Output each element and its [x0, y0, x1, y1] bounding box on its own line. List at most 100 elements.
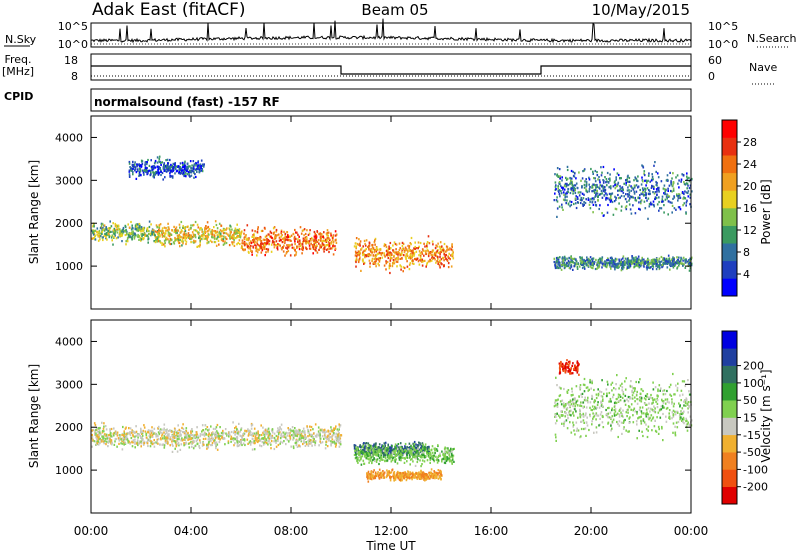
- radar-return: [239, 234, 242, 237]
- radar-return: [250, 244, 252, 248]
- radar-return: [310, 433, 312, 436]
- radar-return: [620, 205, 623, 208]
- radar-return: [378, 443, 381, 446]
- radar-return: [179, 433, 182, 436]
- radar-return: [357, 260, 360, 264]
- radar-return: [221, 436, 223, 439]
- radar-return: [299, 445, 301, 448]
- radar-return: [587, 257, 590, 260]
- radar-return: [655, 265, 657, 268]
- radar-return: [99, 442, 101, 445]
- radar-return: [130, 431, 133, 434]
- radar-return: [648, 189, 650, 192]
- radar-return: [190, 224, 192, 227]
- radar-return: [143, 173, 145, 176]
- radar-return: [159, 161, 162, 164]
- radar-return: [452, 257, 455, 260]
- radar-return: [652, 260, 655, 263]
- radar-return: [282, 431, 285, 434]
- radar-return: [594, 177, 596, 180]
- radar-return: [132, 227, 134, 230]
- radar-return: [174, 447, 176, 450]
- radar-return: [252, 245, 254, 248]
- radar-return: [389, 450, 391, 453]
- radar-return: [237, 241, 239, 245]
- radar-return: [128, 440, 130, 443]
- radar-return: [390, 256, 392, 259]
- radar-return: [110, 427, 113, 431]
- radar-return: [138, 226, 140, 229]
- radar-return: [441, 256, 444, 259]
- radar-return: [646, 181, 648, 184]
- radar-return: [667, 213, 669, 216]
- radar-return: [124, 224, 127, 227]
- radar-return: [105, 226, 107, 229]
- radar-return: [162, 230, 164, 233]
- radar-return: [365, 239, 368, 242]
- radar-return: [263, 247, 266, 250]
- radar-return: [325, 443, 327, 446]
- radar-return: [142, 438, 144, 441]
- radar-return: [556, 167, 559, 170]
- radar-return: [138, 442, 140, 445]
- radar-return: [160, 170, 162, 173]
- radar-return: [411, 259, 413, 262]
- radar-return: [106, 234, 109, 237]
- radar-return: [295, 237, 297, 240]
- radar-return: [623, 266, 625, 269]
- radar-return: [186, 235, 189, 238]
- radar-return: [300, 432, 303, 435]
- radar-return: [309, 425, 311, 428]
- radar-return: [298, 235, 300, 238]
- radar-return: [364, 442, 367, 445]
- radar-return: [427, 260, 430, 263]
- radar-return: [610, 267, 612, 270]
- radar-return: [387, 250, 389, 253]
- radar-return: [135, 442, 138, 445]
- radar-return: [632, 260, 634, 263]
- radar-return: [156, 440, 158, 443]
- radar-return: [117, 437, 120, 440]
- radar-return: [164, 439, 167, 442]
- radar-return: [271, 436, 274, 439]
- radar-return: [125, 240, 127, 243]
- radar-return: [363, 253, 365, 256]
- radar-return: [257, 228, 259, 231]
- radar-return: [616, 263, 618, 266]
- radar-return: [172, 439, 174, 442]
- radar-return: [308, 232, 311, 235]
- radar-return: [667, 262, 669, 265]
- radar-return: [96, 227, 99, 230]
- radar-return: [604, 191, 606, 194]
- radar-return: [448, 248, 450, 251]
- radar-return: [265, 251, 267, 254]
- radar-return: [328, 242, 331, 245]
- radar-return: [131, 231, 133, 234]
- radar-return: [254, 437, 257, 440]
- radar-return: [576, 196, 579, 199]
- radar-return: [594, 188, 597, 191]
- radar-return: [96, 437, 98, 440]
- radar-return: [178, 237, 181, 240]
- radar-return: [134, 442, 136, 445]
- radar-return: [559, 177, 561, 180]
- radar-return: [367, 458, 370, 461]
- radar-return: [385, 260, 387, 263]
- radar-return: [688, 180, 691, 183]
- radar-return: [168, 235, 171, 238]
- radar-return: [557, 187, 559, 190]
- radar-return: [622, 255, 625, 258]
- radar-return: [159, 234, 161, 237]
- radar-return: [408, 453, 411, 456]
- radar-return: [442, 247, 444, 250]
- radar-return: [604, 176, 606, 179]
- radar-return: [113, 235, 115, 238]
- radar-return: [556, 266, 558, 269]
- radar-return: [574, 189, 576, 192]
- radar-return: [672, 182, 675, 185]
- radar-return: [594, 195, 596, 198]
- radar-return: [192, 233, 195, 236]
- radar-return: [212, 427, 215, 430]
- radar-return: [225, 241, 228, 245]
- radar-return: [138, 171, 141, 174]
